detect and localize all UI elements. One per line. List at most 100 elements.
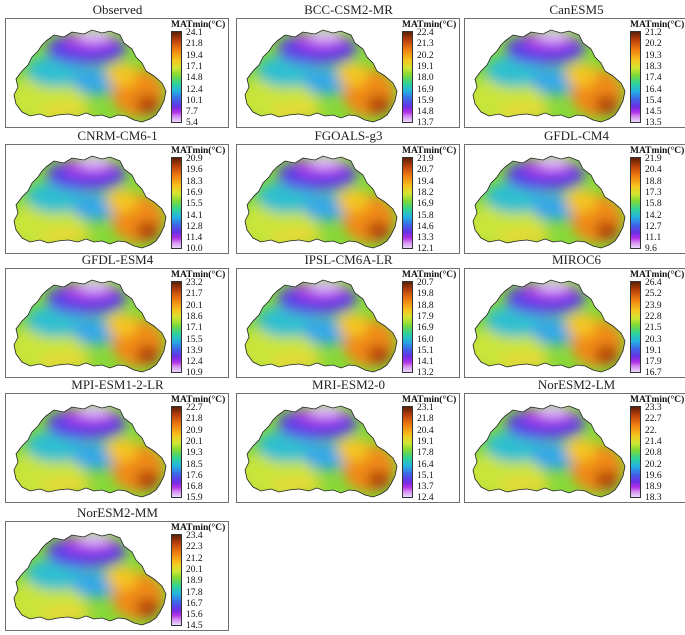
legend-tick-label: 14.1 — [417, 357, 434, 368]
legend-tick-label: 12.7 — [645, 221, 662, 232]
legend-colorbar — [402, 281, 413, 373]
legend-ticks: 21.2 20.2 19.3 18.3 17.4 16.4 15.4 14.5 13.5 — [645, 28, 685, 129]
legend-tick-label: 13.3 — [417, 233, 434, 244]
legend-tick-label: 18.5 — [186, 459, 203, 470]
legend-tick-label: 18.3 — [645, 61, 662, 72]
legend-ticks: 23.2 21.7 20.1 18.6 17.1 15.5 13.9 12.4 10.9 — [186, 278, 226, 378]
legend-tick-label: 14.1 — [186, 210, 203, 221]
legend-tick-label: 25.2 — [645, 289, 662, 300]
legend-tick-label: 17.1 — [186, 61, 203, 72]
temperature-map — [13, 404, 167, 498]
legend-tick-label: 22.3 — [186, 542, 203, 553]
legend-tick-label: 22.7 — [645, 414, 662, 425]
legend-tick-label: 15.6 — [186, 610, 203, 621]
temperature-map — [13, 155, 167, 249]
legend-ticks: 21.9 20.7 19.4 18.2 16.9 15.8 14.6 13.3 12.1 — [417, 154, 457, 255]
legend-tick-label: 11.1 — [645, 233, 662, 244]
legend-tick-label: 17.6 — [186, 470, 203, 481]
legend-tick-label: 20.4 — [645, 165, 662, 176]
legend-tick-label: 15.8 — [645, 199, 662, 210]
legend-colorbar — [171, 281, 182, 373]
legend-tick-label: 15.1 — [417, 345, 434, 356]
map-frame: MATmin(°C) 23.4 22.3 21.2 20.1 18.9 17.8 16.7 15… — [5, 521, 229, 631]
legend-title: MATmin(°C) — [171, 395, 226, 405]
legend-tick-label: 13.5 — [645, 118, 662, 129]
legend-tick-label: 22.4 — [417, 28, 434, 38]
legend-colorbar — [402, 31, 413, 123]
legend-tick-label: 23.4 — [186, 531, 203, 541]
legend-tick-label: 21.9 — [417, 154, 434, 164]
legend-ticks: 23.4 22.3 21.2 20.1 18.9 17.8 16.7 15.6 14.5 — [186, 531, 226, 631]
legend-tick-label: 20.2 — [645, 39, 662, 50]
map-frame: MATmin(°C) 22.7 21.8 20.9 20.1 19.3 18.5 17.6 16… — [5, 393, 229, 503]
legend-tick-label: 17.1 — [186, 323, 203, 334]
legend-tick-label: 23.2 — [186, 278, 203, 288]
map-frame: MATmin(°C) 22.4 21.3 20.2 19.1 18.0 16.9 15.9 14… — [236, 18, 460, 128]
temperature-map — [244, 29, 398, 123]
map-frame: MATmin(°C) 26.4 25.2 23.9 22.8 21.5 20.3 19.1 17… — [464, 268, 685, 378]
legend-tick-label: 15.5 — [186, 334, 203, 345]
temperature-map — [13, 279, 167, 373]
legend-title: MATmin(°C) — [171, 523, 226, 533]
legend-tick-label: 15.4 — [645, 95, 662, 106]
legend-tick-label: 18.2 — [417, 187, 434, 198]
legend-tick-label: 20.1 — [186, 300, 203, 311]
legend-tick-label: 18.6 — [186, 311, 203, 322]
legend-tick-label: 21.4 — [645, 436, 662, 447]
legend-tick-label: 22. — [645, 425, 657, 436]
legend-colorbar — [630, 31, 641, 123]
legend-tick-label: 18.9 — [645, 482, 662, 493]
legend-tick-label: 10.1 — [186, 95, 203, 106]
legend-tick-label: 20.9 — [186, 154, 203, 164]
legend-tick-label: 16.0 — [417, 334, 434, 345]
legend-tick-label: 17.8 — [186, 587, 203, 598]
panel-title: MIROC6 — [551, 252, 602, 267]
legend-tick-label: 12.1 — [417, 244, 434, 255]
map-frame: MATmin(°C) 23.2 21.7 20.1 18.6 17.1 15.5 13.9 12… — [5, 268, 229, 378]
legend-title: MATmin(°C) — [402, 20, 457, 30]
legend-title: MATmin(°C) — [171, 270, 226, 280]
legend-tick-label: 21.8 — [417, 414, 434, 425]
legend-tick-label: 10.0 — [186, 244, 203, 255]
panel-title: CNRM-CM6-1 — [77, 128, 158, 143]
legend-tick-label: 12.8 — [186, 221, 203, 232]
legend-colorbar — [630, 157, 641, 249]
legend-tick-label: 14.5 — [645, 107, 662, 118]
legend-tick-label: 16.8 — [186, 482, 203, 493]
legend-tick-label: 17.8 — [417, 448, 434, 459]
panel-title: MPI-ESM1-2-LR — [71, 377, 164, 392]
legend-tick-label: 20.8 — [645, 448, 662, 459]
legend-tick-label: 19.3 — [645, 50, 662, 61]
legend-title: MATmin(°C) — [402, 395, 457, 405]
legend-title: MATmin(°C) — [630, 146, 685, 156]
legend-tick-label: 18.8 — [645, 176, 662, 187]
map-frame: MATmin(°C) 21.9 20.4 18.8 17.3 15.8 14.2 12.7 11… — [464, 144, 685, 254]
map-frame: MATmin(°C) 23.1 21.8 20.4 19.1 17.8 16.4 15.1 13… — [236, 393, 460, 503]
legend-tick-label: 20.1 — [186, 564, 203, 575]
legend-tick-label: 5.4 — [186, 118, 198, 129]
legend-tick-label: 20.4 — [417, 425, 434, 436]
legend-tick-label: 16.7 — [645, 368, 662, 379]
legend-tick-label: 14.2 — [645, 210, 662, 221]
temperature-map — [472, 155, 626, 249]
legend-tick-label: 18.3 — [186, 176, 203, 187]
legend-colorbar — [171, 534, 182, 626]
legend-ticks: 24.1 21.8 19.4 17.1 14.8 12.4 10.1 7.7 5.4 — [186, 28, 226, 129]
legend-colorbar — [630, 281, 641, 373]
legend-tick-label: 23.1 — [417, 403, 434, 413]
legend-tick-label: 22.8 — [645, 311, 662, 322]
legend-title: MATmin(°C) — [630, 270, 685, 280]
legend-tick-label: 17.9 — [645, 357, 662, 368]
legend-tick-label: 20.2 — [417, 50, 434, 61]
legend-ticks: 22.7 21.8 20.9 20.1 19.3 18.5 17.6 16.8 15.9 — [186, 403, 226, 503]
legend-tick-label: 14.8 — [417, 107, 434, 118]
legend-tick-label: 19.1 — [645, 345, 662, 356]
map-frame: MATmin(°C) 21.9 20.7 19.4 18.2 16.9 15.8 14.6 13… — [236, 144, 460, 254]
legend-title: MATmin(°C) — [402, 146, 457, 156]
legend-tick-label: 18.9 — [186, 576, 203, 587]
legend-tick-label: 15.5 — [186, 199, 203, 210]
panel-title: GFDL-ESM4 — [81, 252, 154, 267]
legend-tick-label: 21.2 — [645, 28, 662, 38]
legend-tick-label: 16.4 — [645, 84, 662, 95]
legend-tick-label: 21.8 — [186, 39, 203, 50]
